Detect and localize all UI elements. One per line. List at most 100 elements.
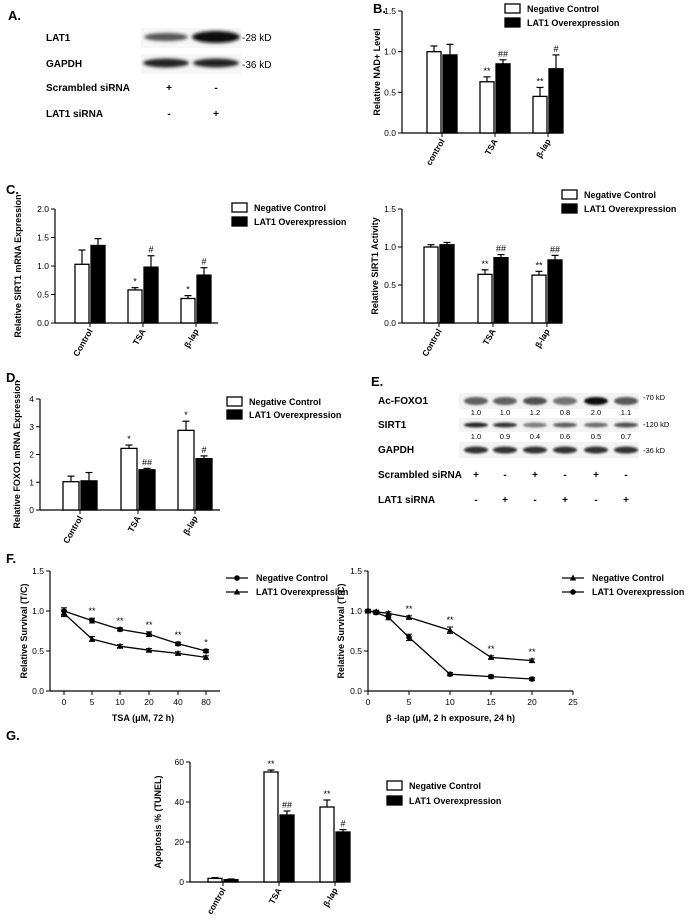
data-point: [488, 673, 494, 680]
x-tick-label: 25: [568, 697, 578, 707]
blot-e-quant: 0.8: [560, 408, 570, 417]
y-tick-label: 40: [175, 797, 185, 807]
significance-mark: *: [186, 285, 190, 295]
legend-label: LAT1 Overexpression: [527, 18, 619, 28]
chart-f-blap-survival: 0.0 0.5 1.0 1.5 0 5 10 15 20 25 β -lap (μM, 2 h ex…: [336, 566, 684, 723]
blot-a-mark: +: [166, 83, 172, 94]
significance-mark: **: [535, 260, 543, 270]
blot-e-quant: 1.2: [530, 408, 540, 417]
data-point: [202, 653, 210, 660]
significance-mark: *: [127, 434, 131, 444]
x-tick-label: 0: [366, 697, 371, 707]
legend-label: Negative Control: [584, 190, 656, 200]
legend-label: Negative Control: [527, 4, 599, 14]
y-tick-label: 0.5: [32, 646, 44, 656]
significance-mark: ##: [282, 800, 292, 810]
blot-e-kd: -70 kD: [643, 393, 666, 402]
x-tick-label: 10: [115, 697, 125, 707]
significance-mark: **: [174, 630, 182, 640]
y-tick-label: 60: [175, 757, 185, 767]
chart-c-sirt1-activity: 0.0 0.5 1.0 1.5 Relative SIRT1 Activity Contr…: [370, 189, 676, 358]
blot-e-band: [464, 397, 488, 405]
bar: [143, 266, 159, 324]
blot-e-quant: 2.0: [591, 408, 601, 417]
bar: [196, 274, 212, 324]
bar: [62, 481, 80, 511]
significance-mark: **: [536, 76, 544, 86]
x-tick-label: Control: [71, 327, 95, 358]
bar: [120, 447, 138, 511]
bar: [138, 469, 156, 511]
x-tick-label: TSA: [126, 514, 143, 534]
significance-mark: #: [553, 44, 558, 54]
bar: [180, 297, 196, 324]
blot-e-mark: +: [473, 470, 479, 481]
y-tick-label: 1: [29, 477, 34, 487]
significance-mark: *: [184, 410, 188, 420]
panel-label-f: F.: [6, 551, 16, 566]
x-tick-label: 5: [90, 697, 95, 707]
legend-label: Negative Control: [249, 397, 321, 407]
x-tick-label: 80: [201, 697, 211, 707]
x-tick-label: TSA: [481, 327, 498, 347]
x-tick-label: 20: [144, 697, 154, 707]
blot-e-quant: 1.0: [471, 432, 481, 441]
blot-e-mark: +: [502, 495, 508, 506]
x-tick-label: 40: [173, 697, 183, 707]
significance-mark: **: [405, 604, 413, 614]
y-tick-label: 1.0: [384, 47, 396, 57]
chart-d-foxo1-mrna: 0 1 2 3 4 Relative FOXO1 mRNA Expression Contr…: [12, 380, 341, 545]
bar: [442, 54, 458, 134]
bar: [80, 480, 98, 511]
blot-e-row-label: GAPDH: [378, 445, 414, 456]
y-tick-label: 1.0: [32, 606, 44, 616]
blot-e-mark: -: [533, 495, 536, 506]
bar: [479, 81, 495, 134]
chart-f-tsa-survival: 0.0 0.5 1.0 1.5 0 5 10 20 40 80 TSA (μM, 72 h) Rela…: [19, 566, 348, 723]
blot-e-band: [464, 422, 488, 428]
legend-label: Negative Control: [256, 573, 328, 583]
panel-label-g: G.: [6, 728, 20, 743]
data-point: [145, 646, 153, 653]
x-tick-label: 20: [527, 697, 537, 707]
blot-e-membrane: [459, 393, 639, 409]
x-tick-label: Control: [61, 514, 85, 545]
bar: [477, 273, 493, 324]
blot-a-mark: -: [167, 109, 170, 120]
data-point: [365, 608, 371, 614]
blot-a-row-label: GAPDH: [46, 59, 82, 70]
x-tick-label: β-lap: [182, 327, 201, 350]
blot-a-cond-label: LAT1 siRNA: [46, 109, 103, 120]
legend-swatch: [231, 216, 248, 227]
x-tick-label: TSA: [131, 327, 148, 347]
data-point: [175, 641, 181, 647]
significance-mark: #: [148, 245, 153, 255]
x-tick-label: TSA: [483, 137, 500, 157]
y-tick-label: 3: [29, 422, 34, 432]
y-tick-label: 0.0: [384, 128, 396, 138]
y-tick-label: 1.5: [37, 233, 49, 243]
bar: [548, 68, 564, 134]
y-tick-label: 4: [29, 394, 34, 404]
bar: [207, 877, 223, 883]
blot-e-membrane: [459, 442, 639, 458]
y-axis-label: Apoptosis % (TUNEL): [153, 776, 163, 869]
blot-e-cond-label: Scrambled siRNA: [378, 470, 462, 481]
legend-label: Negative Control: [592, 573, 664, 583]
y-tick-label: 0.5: [384, 87, 396, 97]
y-tick-label: 0.5: [37, 290, 49, 300]
legend-swatch: [231, 202, 248, 213]
significance-mark: ##: [550, 244, 560, 254]
legend-swatch: [504, 3, 521, 14]
y-tick-label: 0.0: [32, 686, 44, 696]
blot-a-cond-label: Scrambled siRNA: [46, 83, 130, 94]
panel-label-d: D.: [6, 370, 19, 385]
blot-e-band: [493, 397, 517, 405]
blot-a: LAT1 GAPDH -28 kD -36 kD Scrambled siRNA…: [46, 28, 271, 120]
legend-label: LAT1 Overexpression: [409, 796, 501, 806]
legend-label: LAT1 Overexpression: [584, 204, 676, 214]
data-point: [117, 626, 123, 633]
data-point: [146, 631, 152, 637]
data-point: [529, 676, 535, 682]
